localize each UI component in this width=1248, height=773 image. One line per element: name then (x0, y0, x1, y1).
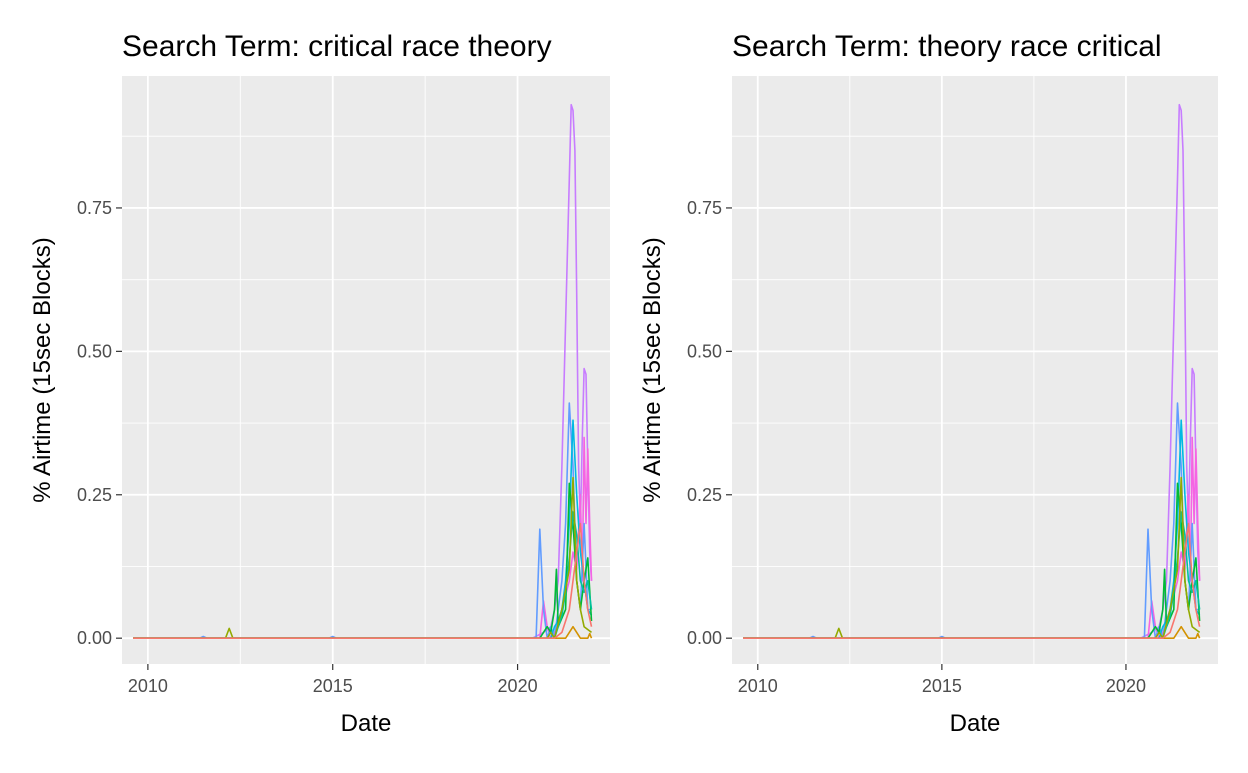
left-y-tick-label: 0.00 (77, 628, 112, 648)
right-y-tick-label: 0.75 (687, 198, 722, 218)
left-series-line-9 (133, 522, 593, 640)
right-y-tick-label: 0.25 (687, 485, 722, 505)
right-series-line-8 (743, 625, 1201, 640)
right-panel: Search Term: theory race critical 0.000.… (639, 30, 1218, 737)
left-y-axis-title: % Airtime (15sec Blocks) (29, 237, 56, 502)
right-x-tick-label: 2010 (738, 676, 778, 696)
right-series-line-2 (743, 436, 1201, 640)
left-x-axis-title: Date (341, 710, 392, 737)
right-plot-background (732, 76, 1218, 664)
left-y-tick-label: 0.25 (77, 485, 112, 505)
left-y-axis: 0.00 0.25 0.50 0.75 (77, 198, 122, 648)
right-x-tick-label: 2020 (1106, 676, 1146, 696)
right-y-tick-label: 0.50 (687, 341, 722, 361)
right-x-axis: 2010 2015 2020 (738, 664, 1146, 696)
left-series-line-8 (133, 625, 593, 640)
left-series-line-7 (133, 476, 592, 640)
left-x-tick-label: 2010 (128, 676, 168, 696)
right-series-line-9 (743, 522, 1201, 640)
left-series-lines (133, 103, 593, 640)
right-x-tick-label: 2015 (922, 676, 962, 696)
left-panel-title: Search Term: critical race theory (122, 30, 552, 63)
right-series-lines (743, 103, 1201, 640)
right-panel-title: Search Term: theory race critical (732, 30, 1162, 63)
right-series-line-7 (743, 476, 1201, 640)
left-x-tick-label: 2020 (498, 676, 538, 696)
left-y-tick-label: 0.50 (77, 341, 112, 361)
right-y-axis-title: % Airtime (15sec Blocks) (639, 237, 666, 502)
left-x-tick-label: 2015 (313, 676, 353, 696)
right-x-axis-title: Date (950, 710, 1001, 737)
left-plot-background (122, 76, 610, 664)
right-y-tick-label: 0.00 (687, 628, 722, 648)
right-y-axis: 0.00 0.25 0.50 0.75 (687, 198, 732, 648)
left-series-line-2 (133, 436, 593, 640)
left-y-tick-label: 0.75 (77, 198, 112, 218)
left-panel: Search Term: critical race theory 0.000.… (29, 30, 610, 737)
left-x-axis: 2010 2015 2020 (128, 664, 538, 696)
